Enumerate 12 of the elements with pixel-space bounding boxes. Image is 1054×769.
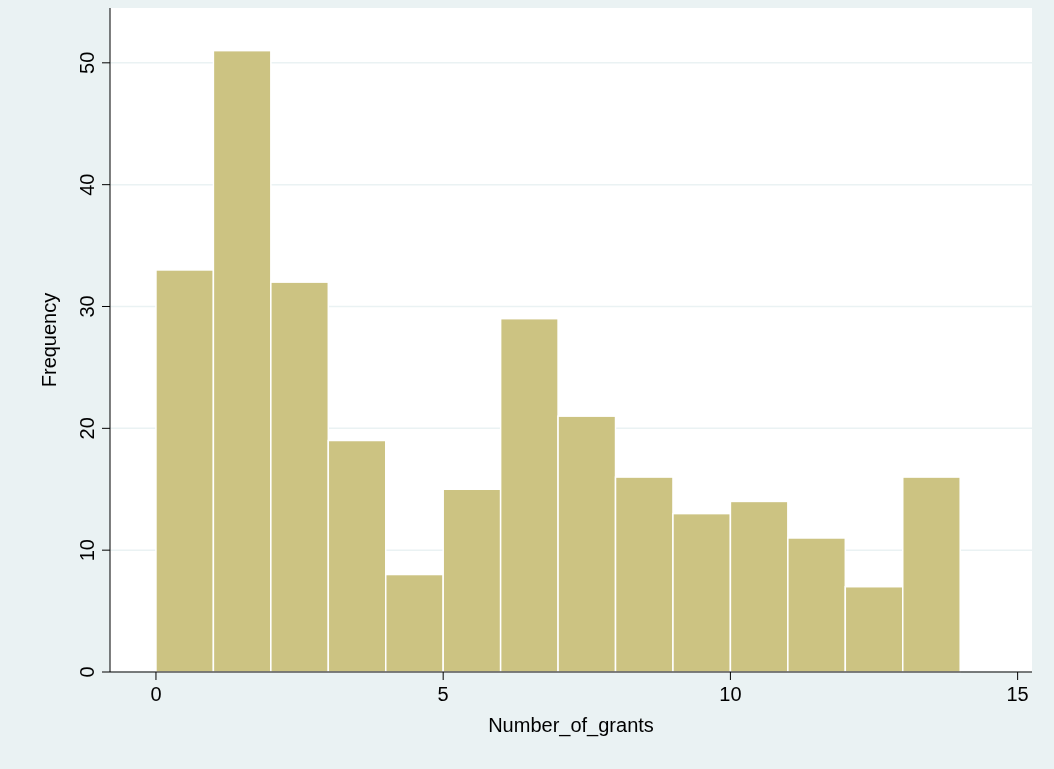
y-axis-title: Frequency <box>38 292 60 388</box>
y-tick-label: 10 <box>76 539 98 562</box>
x-tick-label: 0 <box>150 683 162 705</box>
x-tick-label: 10 <box>719 683 742 705</box>
y-tick-label: 40 <box>76 173 98 196</box>
y-tick-label: 50 <box>76 51 98 74</box>
y-tick-label: 20 <box>76 417 98 440</box>
x-tick-label: 5 <box>437 683 449 705</box>
x-axis-title: Number_of_grants <box>488 714 654 737</box>
x-tick-label: 15 <box>1006 683 1029 705</box>
y-tick-label: 30 <box>76 295 98 318</box>
y-tick-label: 0 <box>76 666 98 678</box>
